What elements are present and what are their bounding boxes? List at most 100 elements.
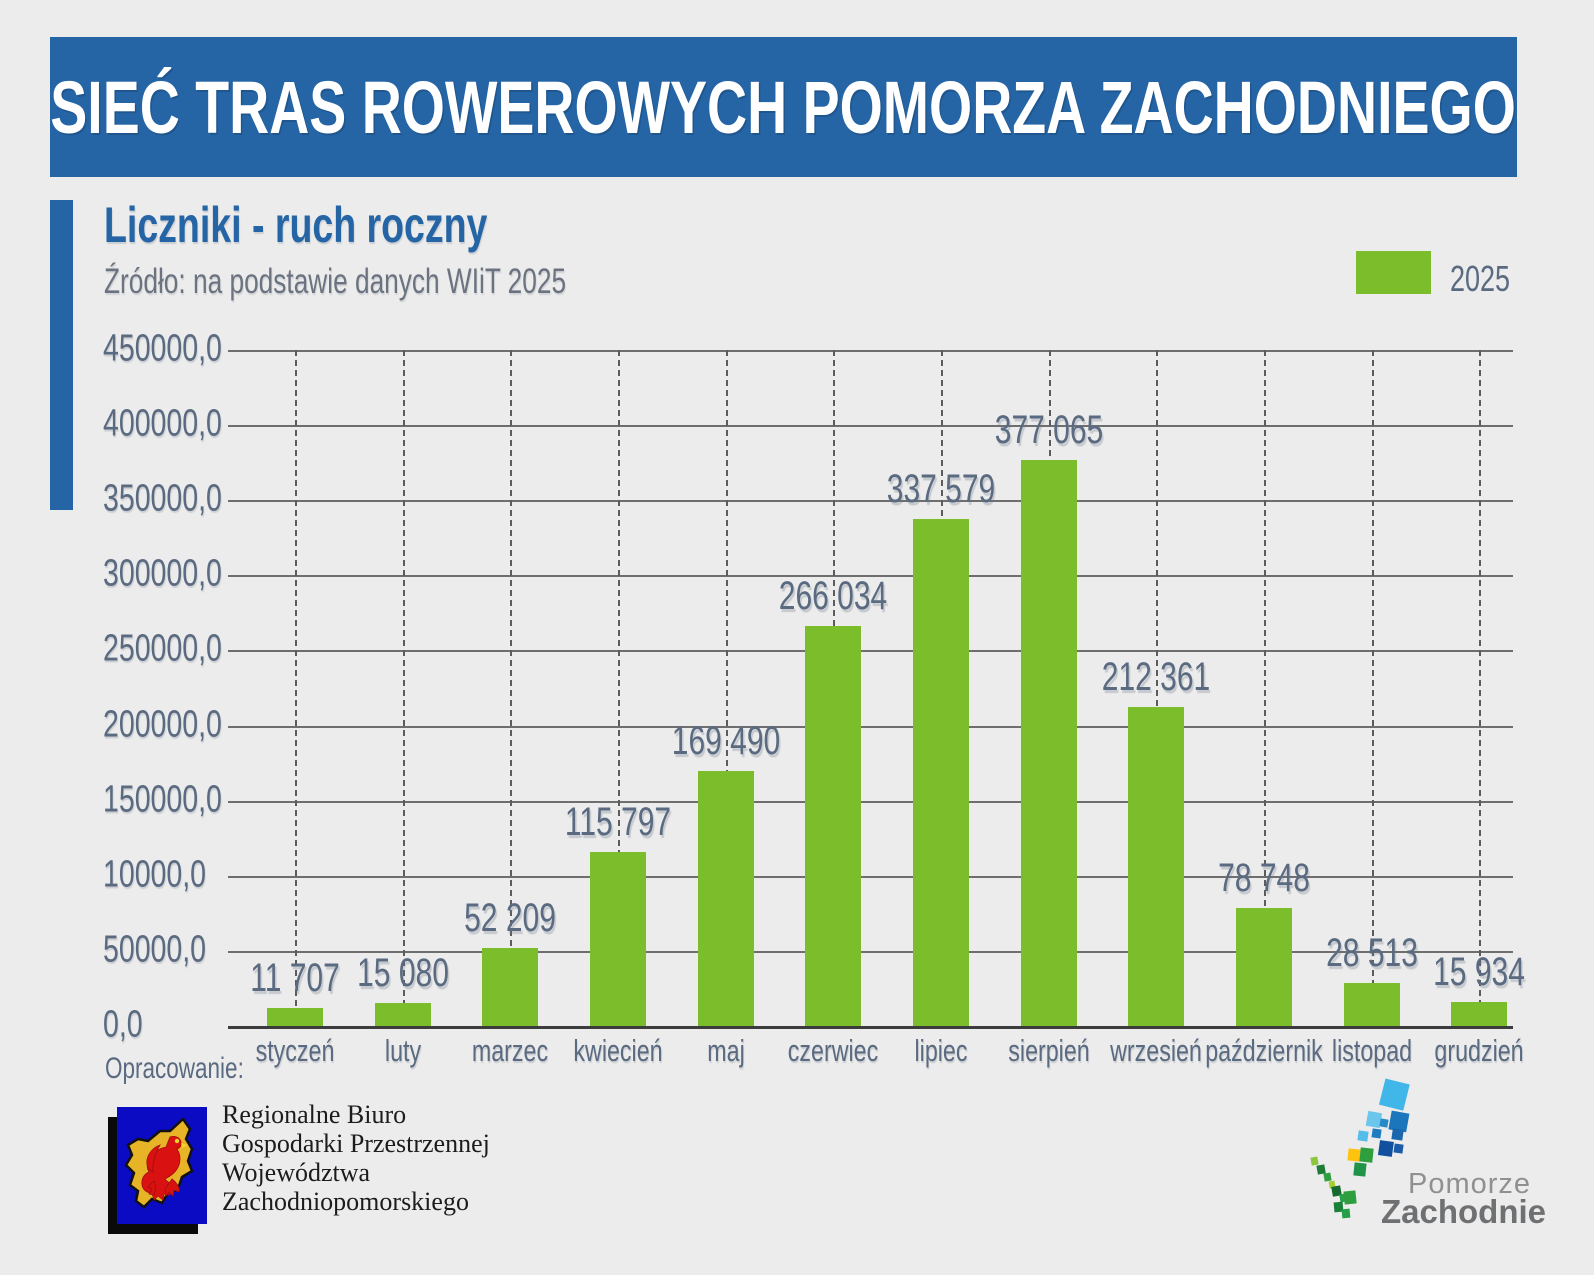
vertical-gridline (617, 350, 620, 1026)
chart-title: Liczniki - ruch roczny (104, 197, 488, 253)
bar-value-label: 115 797 (564, 800, 671, 845)
month-column: 15 934 grudzień (1425, 350, 1533, 1068)
gridline (228, 575, 1513, 578)
bar-value-label: 337 579 (886, 466, 996, 511)
chart-source: Źródło: na podstawie danych WIiT 2025 (104, 262, 567, 301)
gridline (228, 425, 1513, 428)
bar-value-label: 212 361 (1101, 655, 1211, 699)
title-accent-bar (50, 200, 73, 510)
month-column: 52 209 marzec (456, 350, 564, 1068)
vertical-gridline (402, 350, 405, 1026)
y-tick-label: 450000,0 (103, 327, 222, 370)
month-column: 169 490 maj (671, 350, 780, 1068)
gridline (228, 725, 1513, 728)
bar-sierpień (1020, 459, 1077, 1026)
x-tick-label: sierpień (1007, 1033, 1090, 1068)
y-tick-label: 150000,0 (103, 778, 222, 821)
credit-label: Opracowanie: (105, 1052, 244, 1085)
bar-kwiecień (589, 852, 646, 1026)
month-column: 11 707 styczeń (241, 350, 349, 1068)
y-tick-label: 300000,0 (103, 552, 222, 595)
mosaic-swoosh-icon (1300, 1073, 1418, 1230)
bar-value-label: 78 748 (1217, 855, 1310, 900)
columns: 11 707 styczeń 15 080 luty 52 209 marzec 115 7… (241, 350, 1533, 1068)
bar-wrzesień (1128, 707, 1185, 1026)
x-tick-label: październik (1205, 1033, 1323, 1068)
x-tick-label: czerwiec (787, 1033, 879, 1068)
gridline (228, 950, 1513, 953)
vertical-gridline (1156, 350, 1159, 1026)
plot-area (228, 350, 1513, 1029)
bar-value-label: 266 034 (778, 574, 888, 619)
x-tick-label: styczeń (255, 1033, 335, 1068)
vertical-gridline (1263, 350, 1266, 1026)
month-column: 78 748 październik (1205, 350, 1323, 1068)
x-tick-label: marzec (472, 1033, 549, 1068)
y-tick-label: 350000,0 (103, 477, 222, 520)
x-tick-label: lipiec (914, 1033, 968, 1068)
vertical-gridline (510, 350, 513, 1026)
x-tick-label: listopad (1331, 1033, 1412, 1068)
page-title: SIEĆ TRAS ROWEROWYCH POMORZA ZACHODNIEGO (50, 65, 1517, 149)
x-tick-label: kwiecień (573, 1033, 663, 1068)
month-column: 377 065 sierpień (994, 350, 1103, 1068)
organization-name: Regionalne Biuro Gospodarki Przestrzenne… (222, 1100, 490, 1216)
y-axis-labels: 450000,0 400000,0 350000,0 300000,0 250000,0… (103, 328, 228, 1046)
bar-marzec (482, 947, 539, 1026)
x-axis-line (228, 1026, 1513, 1029)
organization-line: Zachodniopomorskiego (222, 1187, 469, 1216)
gridline (228, 500, 1513, 503)
legend-label-2025: 2025 (1450, 258, 1511, 299)
bar-value-label: 377 065 (994, 407, 1103, 452)
month-column: 212 361 wrzesień (1101, 350, 1211, 1068)
vertical-gridline (725, 350, 728, 1026)
y-tick-label: 0,0 (103, 1003, 143, 1046)
header-banner: SIEĆ TRAS ROWEROWYCH POMORZA ZACHODNIEGO (50, 37, 1517, 177)
legend-swatch-2025 (1356, 251, 1431, 294)
brand-name-zachodnie: Zachodnie (1381, 1193, 1547, 1230)
x-tick-label: grudzień (1434, 1033, 1524, 1068)
bar-grudzień (1451, 1002, 1508, 1026)
bar-październik (1235, 907, 1292, 1026)
gridline (228, 875, 1513, 878)
y-tick-label: 50000,0 (103, 928, 207, 971)
bar-czerwiec (805, 626, 862, 1026)
bar-listopad (1343, 983, 1400, 1026)
brand-name-pomorze: Pomorze (1408, 1168, 1532, 1200)
mosaic-svg (1310, 1078, 1410, 1219)
month-column: 266 034 czerwiec (778, 350, 888, 1068)
y-tick-label: 10000,0 (103, 853, 207, 896)
month-column: 337 579 lipiec (886, 350, 996, 1068)
x-tick-label: luty (384, 1033, 421, 1068)
bar-value-label: 11 707 (250, 956, 340, 1001)
gridline (228, 650, 1513, 653)
month-column: 115 797 kwiecień (564, 350, 672, 1068)
bar-value-label: 15 080 (356, 951, 449, 996)
x-tick-label: maj (706, 1033, 745, 1068)
month-column: 28 513 listopad (1318, 350, 1426, 1068)
y-tick-label: 200000,0 (103, 703, 222, 746)
organization-line: Regionalne Biuro (222, 1100, 407, 1129)
y-tick-label: 400000,0 (103, 402, 222, 445)
bar-maj (697, 771, 754, 1026)
y-tick-label: 250000,0 (103, 628, 222, 671)
crest-svg (108, 1107, 207, 1234)
x-tick-label: wrzesień (1110, 1033, 1203, 1068)
bar-value-label: 52 209 (464, 895, 557, 940)
bar-value-label: 169 490 (671, 719, 780, 764)
bar-value-label: 15 934 (1433, 950, 1526, 995)
bar-styczeń (266, 1008, 323, 1026)
organization-line: Województwa (222, 1158, 371, 1187)
vertical-gridline (1371, 350, 1374, 1026)
gridline (228, 800, 1513, 803)
organization-line: Gospodarki Przestrzennej (222, 1129, 490, 1158)
griffin-crest-icon (108, 1105, 218, 1242)
month-column: 15 080 luty (349, 350, 457, 1068)
bar-lipiec (912, 518, 969, 1026)
vertical-gridline (294, 350, 297, 1026)
gridline (228, 350, 1513, 352)
bar-luty (374, 1003, 431, 1026)
vertical-gridline (1479, 350, 1482, 1026)
bar-value-label: 28 513 (1325, 931, 1418, 976)
